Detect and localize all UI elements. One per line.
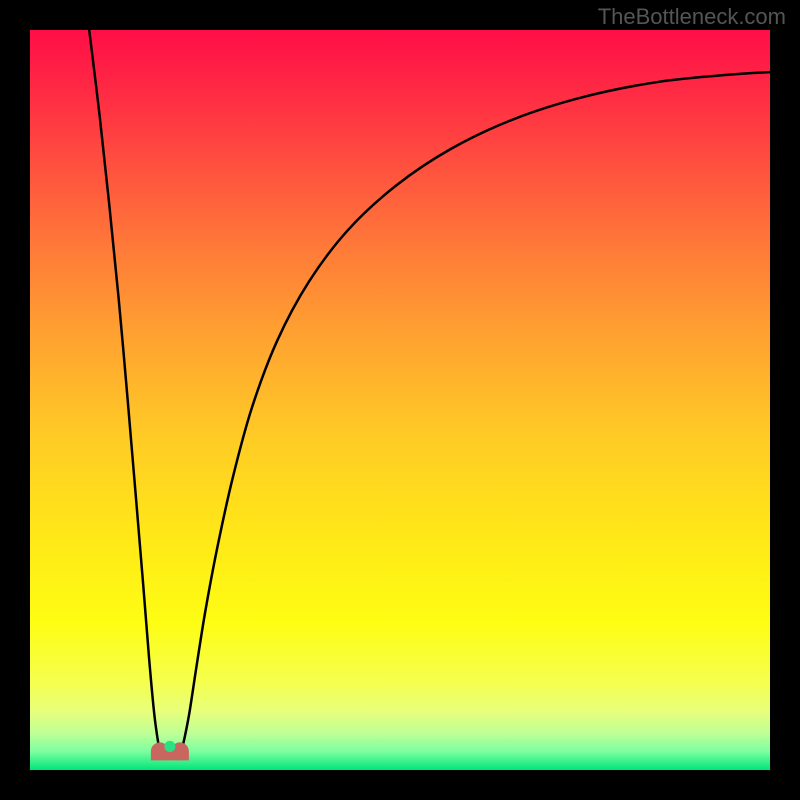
dip-marker-notch <box>164 741 175 752</box>
chart-container: TheBottleneck.com <box>0 0 800 800</box>
watermark-text: TheBottleneck.com <box>598 4 786 30</box>
bottleneck-curve-chart <box>0 0 800 800</box>
gradient-background <box>30 30 770 770</box>
